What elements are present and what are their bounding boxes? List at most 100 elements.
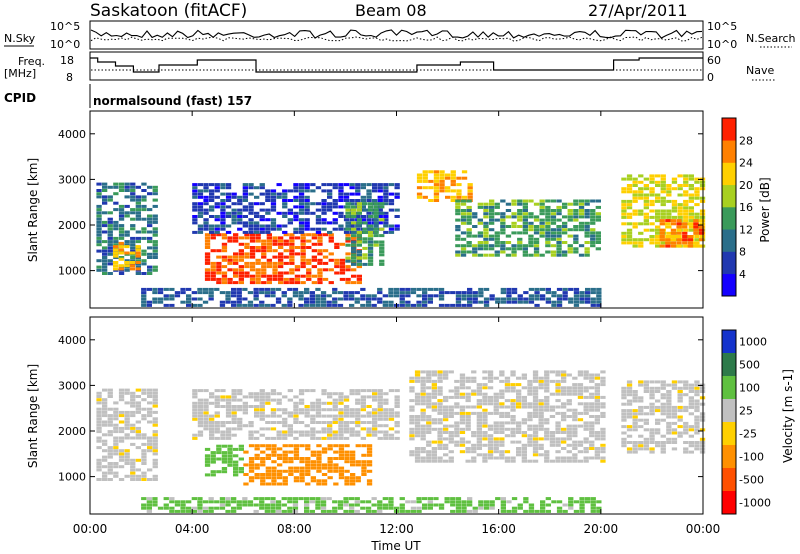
heatmap-cell [521,399,527,403]
heatmap-cell [427,503,433,507]
heatmap-cell [694,425,700,429]
heatmap-cell [493,424,499,428]
heatmap-cell [298,389,305,393]
heatmap-cell [482,437,488,441]
heatmap-cell [361,469,367,473]
heatmap-cell [448,395,454,399]
heatmap-cell [489,212,495,216]
heatmap-cell [180,287,186,291]
heatmap-cell [298,230,305,234]
heatmap-cell [287,303,293,307]
heatmap-cell [626,415,633,419]
heatmap-cell [655,428,661,432]
heatmap-cell [264,287,270,291]
heatmap-cell [465,447,471,450]
x-tick-label: 20:00 [584,522,619,536]
heatmap-cell [643,444,649,448]
heatmap-cell [450,189,456,193]
heatmap-cell [298,408,305,412]
heatmap-cell [550,231,557,235]
heatmap-cell [527,424,533,428]
heatmap-cell [248,208,254,212]
heatmap-cell [356,224,362,228]
heatmap-cell [334,271,340,275]
heatmap-cell [209,208,215,212]
heatmap-cell [687,244,693,248]
heatmap-cell [216,451,222,455]
heatmap-cell [259,433,265,437]
heatmap-cell [147,185,153,189]
heatmap-cell [596,287,602,291]
heatmap-cell [670,244,677,248]
heatmap-cell [107,195,113,199]
heatmap-cell [666,441,672,444]
heatmap-cell [174,500,181,504]
station-title: Saskatoon (fitACF) [90,1,247,21]
heatmap-cell [589,443,595,447]
heatmap-cell [632,444,638,448]
heatmap-cell [443,408,449,412]
heatmap-cell [388,503,394,507]
heatmap-cell [163,497,169,501]
heatmap-cell [568,497,574,501]
heatmap-cell [107,468,113,472]
heatmap-cell [460,218,467,222]
heatmap-cell [345,268,351,272]
nave-label: Nave [746,64,774,77]
heatmap-cell [532,399,539,403]
heatmap-cell [124,189,130,192]
heatmap-cell [383,424,389,428]
heatmap-cell [579,497,585,501]
heatmap-cell [294,252,301,256]
heatmap-cell [124,195,130,199]
heatmap-cell [677,418,683,422]
heatmap-cell [671,441,678,444]
heatmap-cell [590,297,596,301]
heatmap-cell [327,205,333,209]
heatmap-cell [135,261,141,264]
heatmap-cell [299,469,305,473]
heatmap-cell [450,176,456,180]
heatmap-cell [233,271,239,275]
heatmap-cell [521,443,527,447]
heatmap-cell [249,268,256,272]
heatmap-cell [130,227,136,231]
heatmap-cell [493,405,499,409]
heatmap-cell [209,189,215,193]
heatmap-cell [309,300,315,304]
heatmap-cell [494,218,500,222]
heatmap-cell [261,268,267,272]
colorbar-swatch [722,229,736,252]
heatmap-cell [254,466,260,470]
heatmap-cell [124,388,130,392]
heatmap-cell [577,411,584,415]
heatmap-cell [351,243,357,247]
heatmap-cell [500,221,506,225]
heatmap-cell [135,211,141,215]
heatmap-cell [483,231,489,235]
heatmap-cell [487,434,494,438]
heatmap-cell [293,411,299,415]
heatmap-cell [472,234,478,238]
heatmap-cell [377,414,383,418]
heatmap-cell [282,460,288,464]
heatmap-cell [621,425,627,429]
heatmap-cell [420,437,426,441]
heatmap-cell [124,240,130,244]
heatmap-cell [227,236,233,240]
heatmap-cell [556,205,562,209]
heatmap-cell [489,209,495,212]
heatmap-cell [107,420,113,424]
heatmap-cell [157,300,164,304]
heatmap-cell [135,195,141,199]
heatmap-cell [113,227,119,231]
heatmap-cell [549,405,556,409]
heatmap-cell [96,268,102,272]
heatmap-cell [383,195,389,199]
heatmap-cell [517,218,523,222]
heatmap-cell [544,459,550,463]
heatmap-cell [135,230,141,234]
heatmap-cell [517,247,523,251]
heatmap-cell [327,433,333,437]
heatmap-cell [343,421,350,424]
